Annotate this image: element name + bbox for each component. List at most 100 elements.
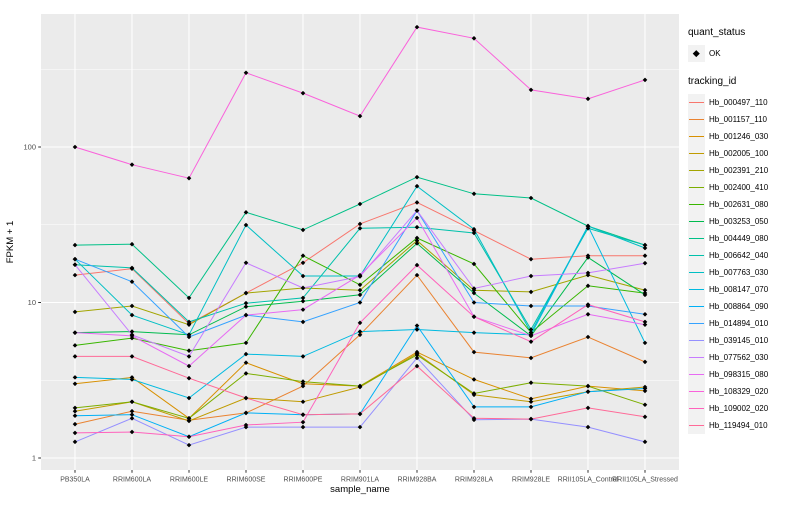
data-point <box>129 241 135 247</box>
data-point <box>471 404 477 410</box>
legend-item-label: Hb_002631_080 <box>709 200 769 209</box>
y-tick-label: 10 <box>28 298 36 307</box>
legend-item-Hb_008147_070: Hb_008147_070 <box>688 281 800 298</box>
data-point <box>471 391 477 396</box>
x-tick-label: RRIM928LE <box>512 477 550 484</box>
data-point <box>243 351 249 357</box>
data-point <box>642 287 648 293</box>
legend-item-Hb_006642_040: Hb_006642_040 <box>688 247 800 264</box>
legend-item-label: Hb_008864_090 <box>709 302 769 311</box>
legend-item-label: Hb_077562_030 <box>709 353 769 362</box>
data-point <box>585 405 591 411</box>
data-point <box>585 96 591 102</box>
data-point <box>129 312 135 318</box>
data-point <box>414 272 420 278</box>
data-point <box>186 375 192 381</box>
data-point <box>642 439 648 445</box>
data-point <box>129 333 135 339</box>
data-point <box>300 307 306 312</box>
legend-item-label: Hb_108329_020 <box>709 387 769 396</box>
data-point <box>72 439 78 445</box>
legend-line-swatch <box>689 203 704 206</box>
legend-key-box <box>688 417 705 434</box>
data-point <box>129 416 135 421</box>
data-point <box>642 242 648 248</box>
x-tick-label: RRIM600SE <box>227 477 266 484</box>
data-point <box>72 242 78 248</box>
legend-item-Hb_002631_080: Hb_002631_080 <box>688 196 800 213</box>
data-point <box>414 208 420 213</box>
data-point <box>300 260 306 266</box>
legend-title-tracking-id: tracking_id <box>688 76 737 87</box>
legend-item-Hb_002005_100: Hb_002005_100 <box>688 145 800 162</box>
data-point <box>585 223 591 229</box>
data-point <box>471 300 477 305</box>
data-point <box>357 300 363 305</box>
data-point <box>72 381 78 387</box>
data-point <box>186 434 192 440</box>
data-point <box>414 200 420 205</box>
legend-item-Hb_119494_010: Hb_119494_010 <box>688 417 800 434</box>
point-marker-icon <box>693 50 700 57</box>
data-point <box>642 245 648 251</box>
legend-key-box <box>688 298 705 315</box>
data-point <box>243 304 249 309</box>
legend-line-swatch <box>689 305 704 308</box>
data-point <box>186 395 192 401</box>
legend-key-box <box>688 128 705 145</box>
legend-item-label: Hb_119494_010 <box>709 421 768 430</box>
data-point <box>129 354 135 359</box>
data-point <box>585 389 591 394</box>
legend-key-box <box>688 196 705 213</box>
data-point <box>471 349 477 355</box>
legend-key-box <box>688 281 705 298</box>
data-point <box>243 395 249 401</box>
data-point <box>300 298 306 304</box>
data-point <box>642 311 648 317</box>
legend-line-swatch <box>689 220 704 223</box>
data-point <box>300 295 306 301</box>
data-point <box>357 282 363 288</box>
data-point <box>585 255 591 260</box>
data-point <box>585 302 591 307</box>
data-point <box>414 363 420 369</box>
data-point <box>243 312 249 318</box>
data-point <box>72 354 78 359</box>
legend-key-box <box>688 264 705 281</box>
data-point <box>243 210 249 215</box>
data-point <box>642 253 648 258</box>
legend-item-Hb_108329_020: Hb_108329_020 <box>688 383 800 400</box>
data-point <box>471 290 477 296</box>
data-point <box>585 424 591 430</box>
data-point <box>414 323 420 328</box>
data-point <box>300 253 306 258</box>
data-point <box>357 329 363 334</box>
data-point <box>414 241 420 246</box>
data-point <box>642 340 648 346</box>
data-point <box>414 183 420 189</box>
data-point <box>243 340 249 346</box>
data-point <box>585 270 591 276</box>
data-point <box>414 327 420 332</box>
legend-item-label: Hb_039145_010 <box>709 336 769 345</box>
data-point <box>72 421 78 427</box>
legend-item-Hb_000497_110: Hb_000497_110 <box>688 94 800 111</box>
legend-key-box <box>688 145 705 162</box>
legend-line-swatch <box>689 152 704 155</box>
legend-line-swatch <box>689 186 704 189</box>
x-tick-label: RRIM901LA <box>341 477 379 484</box>
data-point <box>528 303 534 309</box>
data-point <box>642 359 648 365</box>
y-axis-title: FPKM + 1 <box>5 221 16 264</box>
legend-item-label: Hb_003253_050 <box>709 217 769 226</box>
data-point <box>72 343 78 348</box>
legend-key-box <box>688 179 705 196</box>
x-tick-label: RRIM600LE <box>170 477 208 484</box>
data-point <box>129 412 135 417</box>
data-point <box>129 162 135 167</box>
legend-item-label: Hb_014894_010 <box>709 319 769 328</box>
data-point <box>129 408 135 414</box>
data-point <box>642 260 648 266</box>
legend-line-swatch <box>689 356 704 359</box>
